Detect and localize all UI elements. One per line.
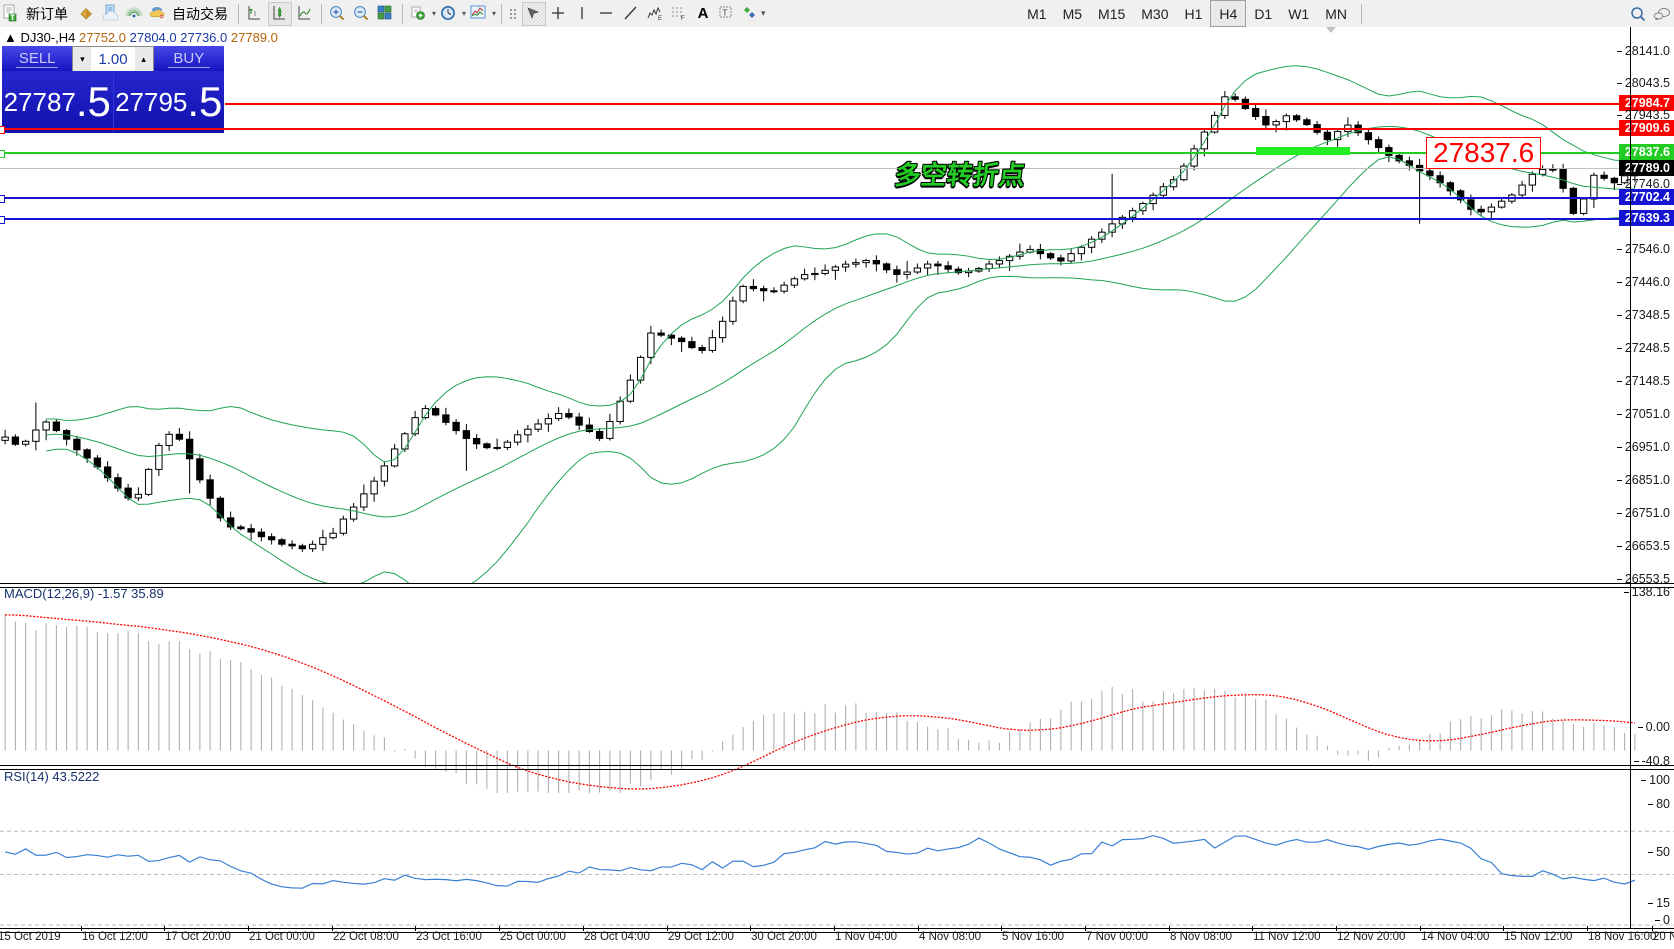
svg-text:E: E [658, 16, 662, 22]
svg-text:T: T [723, 8, 728, 17]
svg-text:F: F [681, 16, 685, 22]
